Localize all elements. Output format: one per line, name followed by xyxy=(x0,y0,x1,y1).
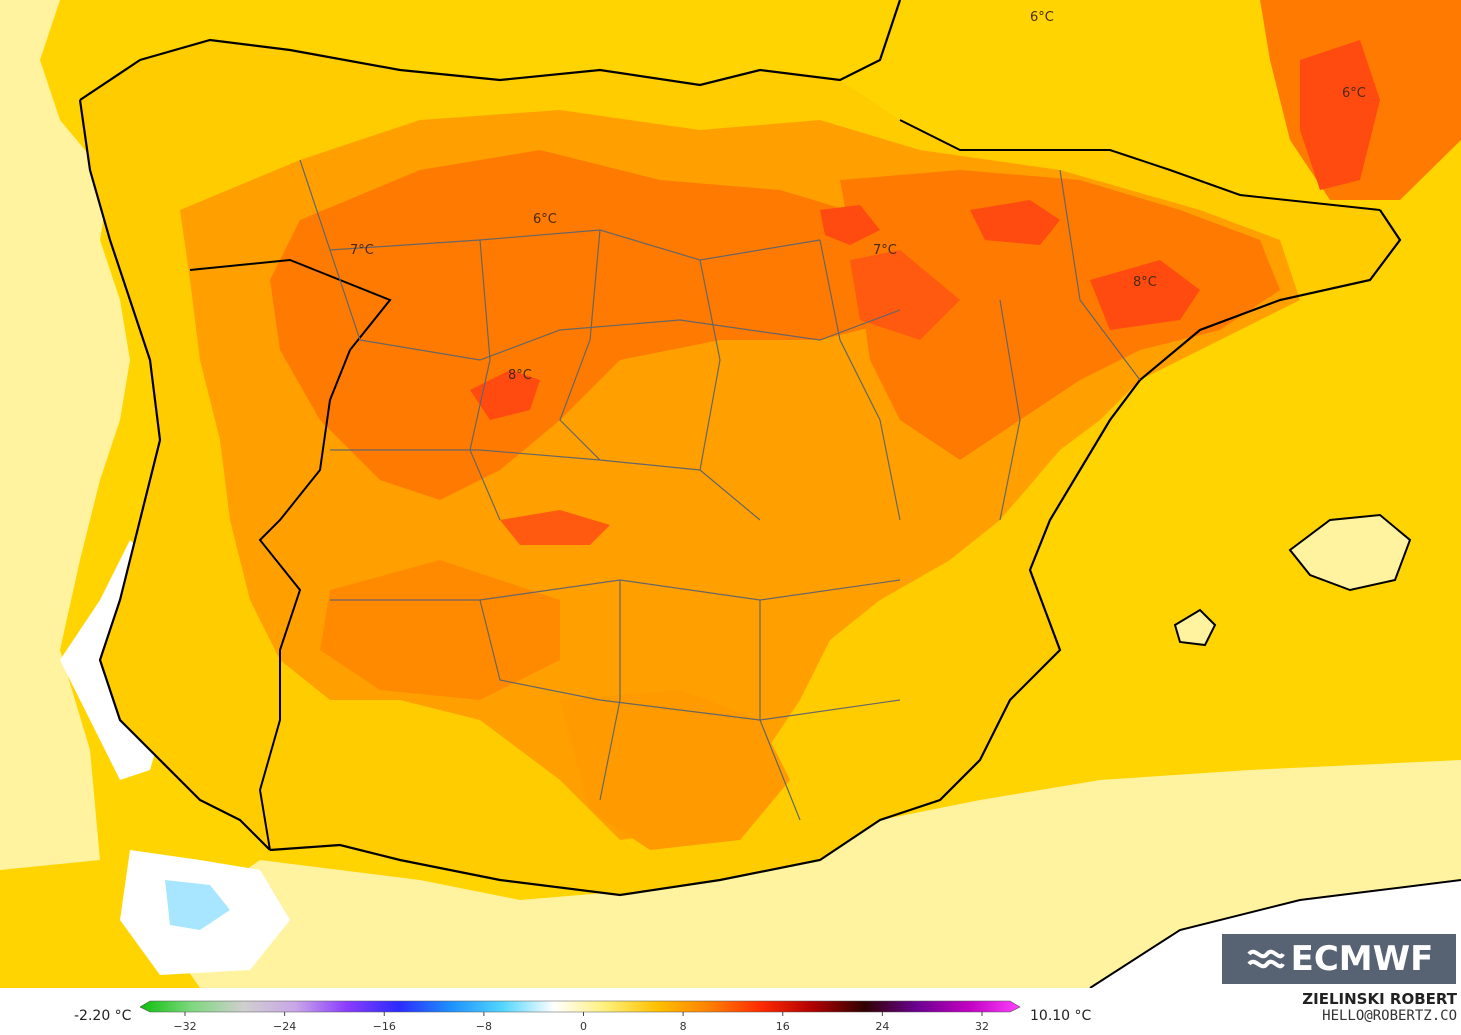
hotspot-toledo xyxy=(500,510,610,545)
contour-label: 6°C xyxy=(533,212,557,227)
hotspot-lleida xyxy=(1090,260,1200,330)
east-coastline xyxy=(269,209,1402,897)
colorbar-tick-label: −24 xyxy=(273,1020,296,1033)
contour-label: 6°C xyxy=(1030,10,1054,25)
contour-label: 8°C xyxy=(508,368,532,383)
temperature-anomaly-map xyxy=(0,0,1461,988)
ecmwf-wave-icon xyxy=(1247,949,1285,969)
pyrenees-border xyxy=(899,119,1381,211)
colorbar-tick-label: −8 xyxy=(476,1020,492,1033)
mallorca-island xyxy=(1288,513,1412,592)
cadiz-blue-area xyxy=(165,880,230,930)
footer: -2.20 °C −32 −24 −16 −8 0 8 16 24 32 10.10 °C ZI… xyxy=(0,988,1461,1035)
colorbar: −32 −24 −16 −8 0 8 16 24 32 xyxy=(140,1000,1021,1033)
hotspot-huesca xyxy=(970,200,1060,245)
iberia-coastline xyxy=(79,0,902,101)
ecmwf-logo: ECMWF xyxy=(1222,934,1456,984)
atlantic-pale-area xyxy=(0,0,130,870)
portugal-border xyxy=(189,258,392,851)
ibiza-island xyxy=(1173,608,1217,647)
mediterranean-pale-area xyxy=(160,760,1461,988)
contour-label: 8°C xyxy=(1133,275,1157,290)
southwest-orange-area xyxy=(320,560,560,700)
colorbar-tick-label: −32 xyxy=(173,1020,196,1033)
colorbar-max-value: 10.10 °C xyxy=(1030,1008,1092,1024)
credit-email[interactable]: HELLO@ROBERTZ.CO xyxy=(1322,1008,1457,1024)
northeast-deep-orange-area xyxy=(840,170,1280,460)
hotspot-burgos xyxy=(820,205,880,245)
colorbar-min-value: -2.20 °C xyxy=(74,1008,132,1024)
colorbar-bar xyxy=(140,1000,1021,1013)
west-coastline xyxy=(78,99,271,851)
hotspot-ebro xyxy=(850,250,960,340)
colorbar-tick-label: −16 xyxy=(373,1020,396,1033)
africa-coastline xyxy=(1089,879,1461,988)
colorbar-tick-label: 8 xyxy=(680,1020,687,1033)
colorbar-tick-label: 24 xyxy=(875,1020,889,1033)
center-deep-orange-area xyxy=(270,150,940,500)
contour-label: 7°C xyxy=(873,243,897,258)
south-orange-area xyxy=(560,690,790,850)
colorbar-tick-label: 16 xyxy=(776,1020,790,1033)
contour-label: 6°C xyxy=(1342,86,1366,101)
hotspot-avila xyxy=(470,370,540,420)
colorbar-tick-label: 32 xyxy=(975,1020,989,1033)
region-borders xyxy=(299,159,1141,821)
hotspot-catalonia-ne xyxy=(1300,40,1380,190)
logo-text: ECMWF xyxy=(1290,939,1434,979)
colorbar-ticks: −32 −24 −16 −8 0 8 16 24 32 xyxy=(173,1012,989,1033)
colorbar-tick-label: 0 xyxy=(580,1020,587,1033)
contour-label: 7°C xyxy=(350,243,374,258)
credit-name: ZIELINSKI ROBERT xyxy=(1302,990,1457,1008)
